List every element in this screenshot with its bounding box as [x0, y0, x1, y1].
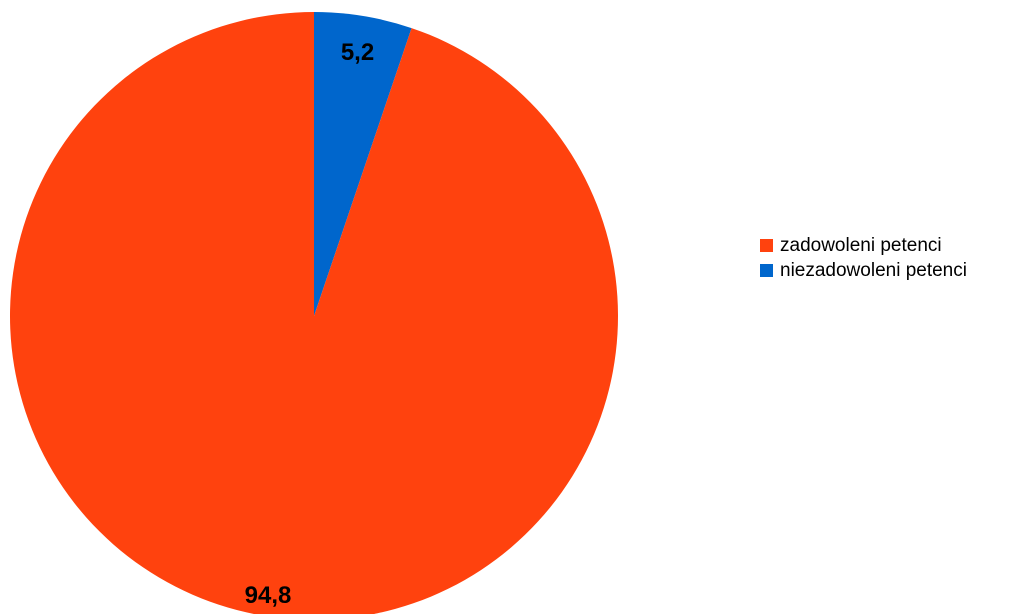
- legend-item-zadowoleni: zadowoleni petenci: [760, 233, 967, 258]
- chart-legend: zadowoleni petenci niezadowoleni petenci: [760, 233, 967, 283]
- legend-label: niezadowoleni petenci: [780, 259, 967, 281]
- data-label-niezadowoleni: 5,2: [341, 39, 374, 66]
- legend-swatch: [760, 264, 773, 277]
- pie-data-labels: 5,2 94,8: [245, 39, 375, 609]
- pie-slices: [10, 12, 618, 614]
- data-label-zadowoleni: 94,8: [245, 582, 292, 609]
- legend-swatch: [760, 239, 773, 252]
- pie-slice-zadowoleni: [10, 12, 618, 614]
- legend-item-niezadowoleni: niezadowoleni petenci: [760, 258, 967, 283]
- legend-label: zadowoleni petenci: [780, 234, 942, 256]
- pie-slice-niezadowoleni: [314, 12, 412, 316]
